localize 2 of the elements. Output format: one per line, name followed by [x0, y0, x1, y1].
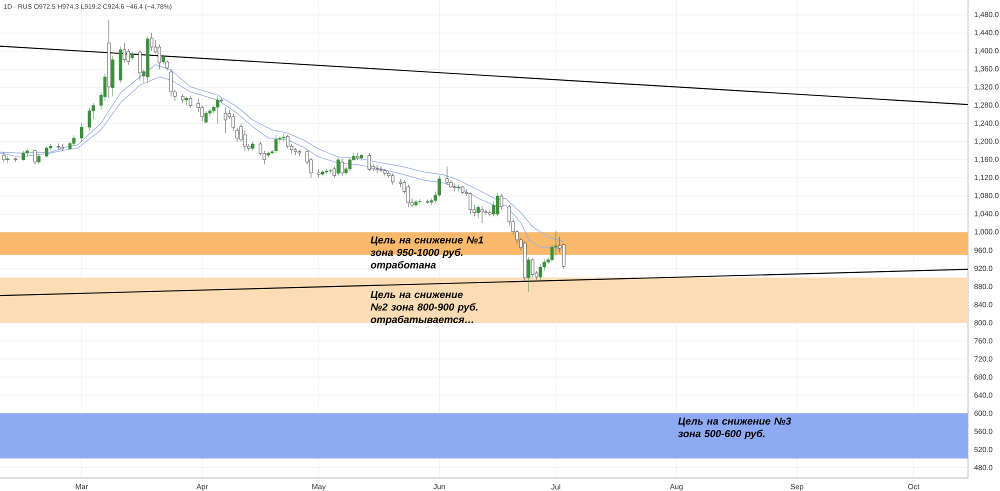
band-label: Цель на снижение №3 зона 500-600 руб.: [678, 418, 792, 440]
band-label: Цель на снижение №2 зона 800-900 руб. отрабатывается…: [370, 291, 478, 326]
